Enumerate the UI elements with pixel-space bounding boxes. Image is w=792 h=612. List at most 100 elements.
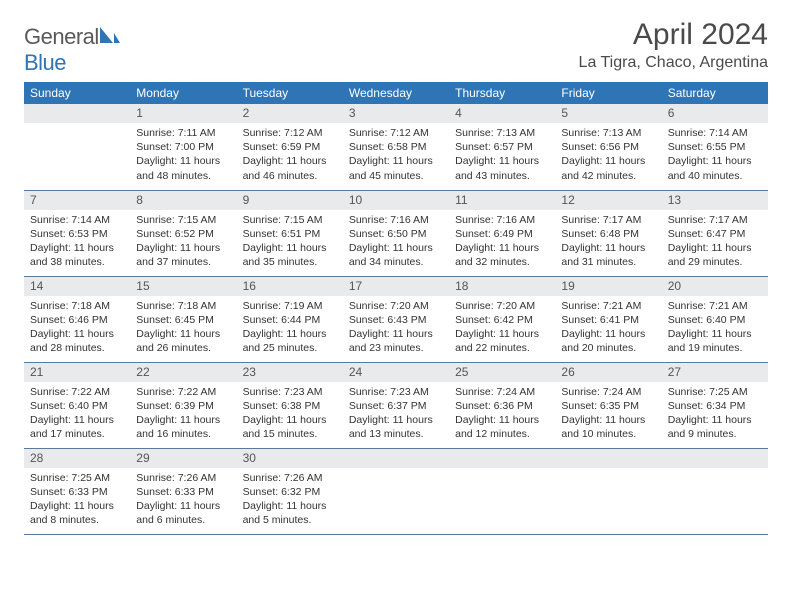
calendar-cell xyxy=(24,104,130,190)
detail-line: Sunrise: 7:22 AM xyxy=(136,385,230,399)
detail-line: Daylight: 11 hours xyxy=(136,241,230,255)
day-details: Sunrise: 7:25 AMSunset: 6:34 PMDaylight:… xyxy=(662,382,768,446)
detail-line: Sunset: 6:43 PM xyxy=(349,313,443,327)
day-number: 29 xyxy=(130,449,236,468)
day-number: 27 xyxy=(662,363,768,382)
day-details: Sunrise: 7:24 AMSunset: 6:35 PMDaylight:… xyxy=(555,382,661,446)
calendar-cell: 30Sunrise: 7:26 AMSunset: 6:32 PMDayligh… xyxy=(237,448,343,534)
detail-line: Sunset: 6:49 PM xyxy=(455,227,549,241)
day-number: 15 xyxy=(130,277,236,296)
detail-line: Daylight: 11 hours xyxy=(30,413,124,427)
detail-line: and 20 minutes. xyxy=(561,341,655,355)
day-header: Wednesday xyxy=(343,82,449,104)
detail-line: Sunset: 6:56 PM xyxy=(561,140,655,154)
calendar-cell: 24Sunrise: 7:23 AMSunset: 6:37 PMDayligh… xyxy=(343,362,449,448)
day-details: Sunrise: 7:11 AMSunset: 7:00 PMDaylight:… xyxy=(130,123,236,187)
detail-line: Daylight: 11 hours xyxy=(455,241,549,255)
day-number: 23 xyxy=(237,363,343,382)
calendar-cell: 27Sunrise: 7:25 AMSunset: 6:34 PMDayligh… xyxy=(662,362,768,448)
detail-line: and 6 minutes. xyxy=(136,513,230,527)
detail-line: and 22 minutes. xyxy=(455,341,549,355)
calendar-cell: 5Sunrise: 7:13 AMSunset: 6:56 PMDaylight… xyxy=(555,104,661,190)
day-details: Sunrise: 7:23 AMSunset: 6:37 PMDaylight:… xyxy=(343,382,449,446)
detail-line: Sunset: 6:38 PM xyxy=(243,399,337,413)
day-details: Sunrise: 7:26 AMSunset: 6:32 PMDaylight:… xyxy=(237,468,343,532)
day-number xyxy=(343,449,449,468)
detail-line: Sunrise: 7:16 AM xyxy=(455,213,549,227)
calendar-cell: 13Sunrise: 7:17 AMSunset: 6:47 PMDayligh… xyxy=(662,190,768,276)
calendar-cell: 12Sunrise: 7:17 AMSunset: 6:48 PMDayligh… xyxy=(555,190,661,276)
day-details xyxy=(24,123,130,130)
detail-line: and 26 minutes. xyxy=(136,341,230,355)
detail-line: Daylight: 11 hours xyxy=(243,327,337,341)
detail-line: Daylight: 11 hours xyxy=(136,499,230,513)
detail-line: Daylight: 11 hours xyxy=(349,241,443,255)
detail-line: and 48 minutes. xyxy=(136,169,230,183)
calendar-table: SundayMondayTuesdayWednesdayThursdayFrid… xyxy=(24,82,768,535)
detail-line: and 12 minutes. xyxy=(455,427,549,441)
detail-line: Sunrise: 7:26 AM xyxy=(243,471,337,485)
detail-line: Sunrise: 7:14 AM xyxy=(30,213,124,227)
day-number: 5 xyxy=(555,104,661,123)
detail-line: Daylight: 11 hours xyxy=(561,241,655,255)
detail-line: and 13 minutes. xyxy=(349,427,443,441)
day-number: 11 xyxy=(449,191,555,210)
detail-line: Sunset: 6:40 PM xyxy=(668,313,762,327)
calendar-cell: 7Sunrise: 7:14 AMSunset: 6:53 PMDaylight… xyxy=(24,190,130,276)
day-number: 20 xyxy=(662,277,768,296)
detail-line: Daylight: 11 hours xyxy=(668,154,762,168)
calendar-cell xyxy=(662,448,768,534)
calendar-cell: 26Sunrise: 7:24 AMSunset: 6:35 PMDayligh… xyxy=(555,362,661,448)
day-number: 9 xyxy=(237,191,343,210)
day-details: Sunrise: 7:16 AMSunset: 6:49 PMDaylight:… xyxy=(449,210,555,274)
detail-line: Sunrise: 7:20 AM xyxy=(455,299,549,313)
detail-line: Sunrise: 7:13 AM xyxy=(561,126,655,140)
detail-line: and 46 minutes. xyxy=(243,169,337,183)
day-details xyxy=(343,468,449,475)
brand-name-a: General xyxy=(24,24,99,49)
day-details: Sunrise: 7:25 AMSunset: 6:33 PMDaylight:… xyxy=(24,468,130,532)
detail-line: Daylight: 11 hours xyxy=(243,413,337,427)
day-details xyxy=(555,468,661,475)
detail-line: Sunrise: 7:25 AM xyxy=(668,385,762,399)
day-details: Sunrise: 7:20 AMSunset: 6:42 PMDaylight:… xyxy=(449,296,555,360)
detail-line: Daylight: 11 hours xyxy=(668,413,762,427)
calendar-week-row: 28Sunrise: 7:25 AMSunset: 6:33 PMDayligh… xyxy=(24,448,768,534)
detail-line: Sunrise: 7:18 AM xyxy=(30,299,124,313)
day-number: 17 xyxy=(343,277,449,296)
calendar-cell: 10Sunrise: 7:16 AMSunset: 6:50 PMDayligh… xyxy=(343,190,449,276)
detail-line: Sunset: 6:57 PM xyxy=(455,140,549,154)
detail-line: Sunrise: 7:24 AM xyxy=(455,385,549,399)
detail-line: Daylight: 11 hours xyxy=(349,413,443,427)
detail-line: and 25 minutes. xyxy=(243,341,337,355)
calendar-cell xyxy=(555,448,661,534)
calendar-cell: 23Sunrise: 7:23 AMSunset: 6:38 PMDayligh… xyxy=(237,362,343,448)
detail-line: Daylight: 11 hours xyxy=(243,154,337,168)
detail-line: and 32 minutes. xyxy=(455,255,549,269)
detail-line: and 37 minutes. xyxy=(136,255,230,269)
detail-line: Daylight: 11 hours xyxy=(668,327,762,341)
day-number: 30 xyxy=(237,449,343,468)
detail-line: Daylight: 11 hours xyxy=(455,154,549,168)
day-details xyxy=(662,468,768,475)
detail-line: and 45 minutes. xyxy=(349,169,443,183)
day-number: 3 xyxy=(343,104,449,123)
day-number: 25 xyxy=(449,363,555,382)
detail-line: Daylight: 11 hours xyxy=(561,327,655,341)
day-number: 10 xyxy=(343,191,449,210)
calendar-cell: 15Sunrise: 7:18 AMSunset: 6:45 PMDayligh… xyxy=(130,276,236,362)
detail-line: and 17 minutes. xyxy=(30,427,124,441)
detail-line: and 43 minutes. xyxy=(455,169,549,183)
calendar-cell: 20Sunrise: 7:21 AMSunset: 6:40 PMDayligh… xyxy=(662,276,768,362)
detail-line: Sunrise: 7:14 AM xyxy=(668,126,762,140)
detail-line: Sunrise: 7:21 AM xyxy=(561,299,655,313)
detail-line: Sunset: 6:48 PM xyxy=(561,227,655,241)
day-header: Tuesday xyxy=(237,82,343,104)
detail-line: and 29 minutes. xyxy=(668,255,762,269)
detail-line: and 10 minutes. xyxy=(561,427,655,441)
brand-sail-icon xyxy=(99,24,121,50)
detail-line: Sunrise: 7:15 AM xyxy=(136,213,230,227)
day-number: 12 xyxy=(555,191,661,210)
detail-line: Sunset: 6:59 PM xyxy=(243,140,337,154)
detail-line: and 38 minutes. xyxy=(30,255,124,269)
